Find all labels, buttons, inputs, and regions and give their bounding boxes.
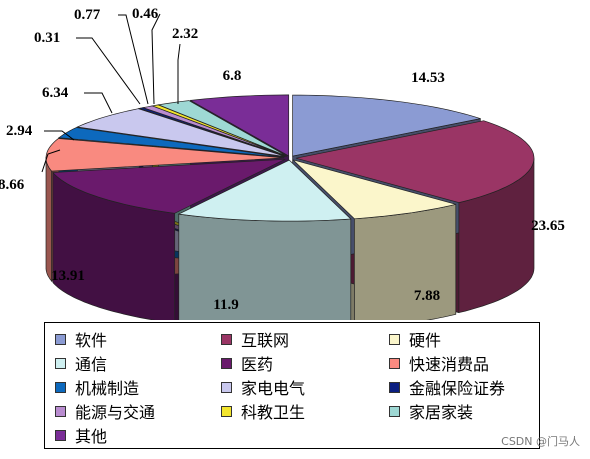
legend-label: 医药 [241, 355, 274, 374]
legend-swatch [389, 333, 400, 345]
legend-item: 通信 [55, 353, 108, 374]
slice-side [354, 203, 457, 320]
legend-swatch [221, 333, 232, 345]
data-label: 13.91 [51, 268, 85, 284]
legend-label: 科教卫生 [241, 403, 306, 422]
data-label: 0.31 [34, 30, 60, 46]
legend-swatch [55, 381, 66, 393]
slice-side [45, 157, 52, 283]
legend-label: 硬件 [409, 331, 442, 350]
legend-label: 软件 [75, 331, 108, 350]
legend-item: 其他 [55, 425, 108, 446]
pie-slice-机械制造 [57, 127, 285, 158]
legend-swatch [389, 357, 400, 369]
legend-item: 科教卫生 [221, 401, 306, 422]
legend-swatch [221, 381, 232, 393]
legend-label: 其他 [75, 427, 108, 446]
legend-swatch [221, 405, 232, 417]
data-label: 6.34 [42, 85, 69, 101]
legend-label: 能源与交通 [75, 403, 156, 422]
leader-line [118, 14, 149, 105]
legend-swatch [55, 357, 66, 369]
legend-item: 机械制造 [55, 377, 140, 398]
legend-swatch [55, 429, 66, 441]
legend-item: 家居家装 [389, 401, 474, 422]
leader-line [84, 92, 113, 114]
legend-label: 家居家装 [409, 403, 474, 422]
legend-item: 能源与交通 [55, 401, 156, 422]
pie-slice-其他 [189, 94, 290, 157]
legend-label: 金融保险证券 [409, 379, 506, 398]
legend-item: 软件 [55, 329, 108, 350]
pie-slice-家电电气 [76, 108, 286, 157]
pie-chart: 14.53 23.65 7.88 11.9 13.91 8.66 2.94 6.34 0.31 0… [0, 6, 565, 320]
legend-label: 机械制造 [75, 379, 140, 398]
legend-swatch [55, 405, 66, 417]
legend-item: 家电电气 [221, 377, 306, 398]
watermark: CSDN @门马人 [501, 435, 580, 448]
legend-swatch [389, 405, 400, 417]
slice-side [178, 213, 352, 320]
legend-swatch [389, 381, 400, 393]
legend-item: 硬件 [389, 329, 442, 350]
pie-slice-医药 [52, 158, 286, 214]
legend-swatch [55, 333, 66, 345]
legend-label: 快速消费品 [409, 355, 490, 374]
pie-slice-金融保险证券 [137, 107, 287, 157]
legend-label: 通信 [75, 355, 108, 374]
pie-slice-软件 [292, 94, 481, 157]
legend-item: 互联网 [221, 329, 290, 350]
pie-slice-家居家装 [157, 100, 288, 157]
data-label: 6.8 [223, 68, 242, 84]
pie-slice-互联网 [295, 120, 535, 203]
data-label: 14.53 [411, 70, 445, 86]
legend-item: 金融保险证券 [389, 377, 506, 398]
data-label: 7.88 [414, 288, 440, 304]
data-label: 8.66 [0, 177, 25, 193]
data-label: 0.77 [74, 7, 101, 23]
legend-label: 家电电气 [241, 379, 306, 398]
pie-slice-硬件 [292, 159, 456, 220]
leader-line [177, 43, 181, 104]
pie-slice-通信 [177, 159, 352, 222]
pie-slice-快速消费品 [45, 138, 285, 172]
data-label: 0.46 [132, 6, 159, 22]
data-label: 11.9 [213, 297, 238, 313]
data-label: 2.32 [172, 26, 198, 42]
leader-line [41, 149, 61, 173]
leader-line [76, 37, 141, 105]
data-label: 23.65 [531, 218, 565, 234]
legend-item: 快速消费品 [389, 353, 490, 374]
leader-line [44, 130, 75, 141]
legend-item: 医药 [221, 353, 274, 374]
leader-line [151, 13, 161, 105]
legend-swatch [221, 357, 232, 369]
legend-label: 互联网 [241, 331, 290, 350]
data-label: 2.94 [6, 123, 33, 139]
legend: 软件 互联网 硬件通信 医药 快速消费品机械制造 家电电气 金融保险证券能源与交通 科教卫生 家… [44, 322, 540, 449]
